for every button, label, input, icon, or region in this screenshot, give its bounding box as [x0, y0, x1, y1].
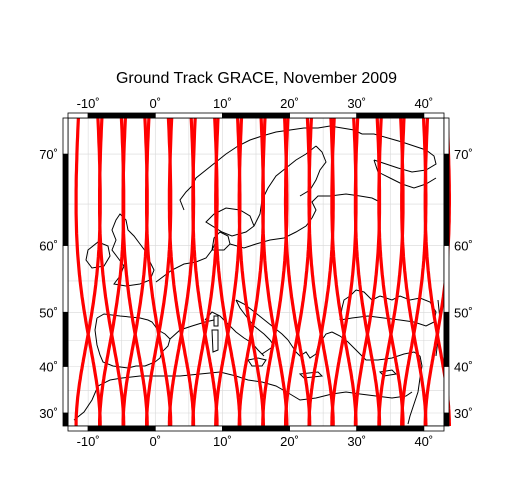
coastline-iberia-north: [96, 313, 159, 331]
ground-track-pass: [400, 117, 428, 426]
ground-track-pass: [353, 117, 382, 426]
lon-tick-label-bottom: 20˚: [280, 434, 299, 449]
ground-track-pass: [145, 117, 173, 426]
coastline-balkans-adriatic: [235, 299, 289, 341]
ground-track-pass: [191, 117, 219, 427]
coastline-baltic-south: [229, 217, 313, 249]
frame-bar-right: [443, 412, 450, 427]
lat-tick-label-left: 30˚: [39, 406, 58, 421]
ground-track-pass: [283, 117, 312, 426]
coastline-kola: [362, 133, 437, 173]
coastline-sweden-south: [205, 207, 255, 237]
coastline-baltic-east: [311, 193, 381, 219]
frame-bar-top: [423, 112, 445, 119]
ground-track-pass: [377, 117, 405, 426]
ground-track-pass: [121, 117, 149, 426]
frame-bar-left: [62, 245, 69, 313]
coastline-sweden-east: [253, 145, 317, 227]
frame-bar-right: [443, 365, 450, 414]
map-frame: [62, 112, 450, 432]
lat-tick-label-left: 60˚: [39, 238, 58, 253]
frame-bar-right: [443, 117, 450, 155]
map-title: Ground Track GRACE, November 2009: [115, 70, 397, 87]
coastline-crete: [298, 371, 324, 379]
lon-tick-label-top: 40˚: [414, 96, 433, 111]
lon-tick-label-top: 20˚: [280, 96, 299, 111]
ground-track-pass: [214, 117, 242, 426]
frame-bar-bottom: [154, 425, 223, 432]
frame-bar-right: [443, 153, 450, 246]
lat-tick-label-right: 30˚: [454, 406, 473, 421]
coastline-italy-west: [204, 311, 265, 357]
frame-bar-left: [62, 365, 69, 414]
lon-tick-label-bottom: 30˚: [347, 434, 366, 449]
lat-tick-label-left: 70˚: [39, 147, 58, 162]
lon-tick-label-top: 30˚: [347, 96, 366, 111]
frame-bar-bottom: [67, 425, 89, 432]
tick-labels: -10˚ -10˚ 0˚ 0˚ 10˚ 10˚ 20˚ 20˚ 30˚ 30˚ 40˚ 40˚ 30˚ 3…: [39, 96, 473, 449]
frame-bar-top: [87, 112, 156, 119]
lat-tick-label-right: 50˚: [454, 305, 473, 320]
coastline-north-africa: [73, 371, 413, 421]
ground-track-pass: [97, 117, 126, 426]
coastline-levant: [407, 355, 423, 425]
frame-bar-bottom: [356, 425, 425, 432]
ground-track-pass: [330, 117, 358, 426]
lon-tick-label-bottom: 10˚: [213, 434, 232, 449]
frame-bar-bottom: [423, 425, 445, 432]
coastline-gulf-finland: [299, 145, 327, 197]
frame-bar-bottom: [289, 425, 358, 432]
ground-track-pass: [237, 117, 265, 426]
frame-bar-right: [443, 311, 450, 367]
ground-tracks: [74, 117, 451, 427]
coastline-denmark: [211, 231, 231, 251]
lat-tick-label-left: 50˚: [39, 305, 58, 320]
frame-bar-right: [443, 245, 450, 313]
ground-track-pass: [307, 117, 335, 426]
frame-bar-bottom: [222, 425, 290, 432]
coastline-sardinia: [211, 329, 219, 353]
lon-tick-label-bottom: 40˚: [414, 434, 433, 449]
coastline: [73, 125, 441, 425]
lon-tick-label-top: -10˚: [77, 96, 100, 111]
coastline-iberia-west: [94, 317, 151, 369]
frame-bar-top: [289, 112, 358, 119]
coastline-corsica: [213, 315, 219, 327]
ground-track-pass: [74, 117, 102, 426]
frame-bar-top: [154, 112, 223, 119]
lat-tick-label-right: 70˚: [454, 147, 473, 162]
coastline-italy-east: [235, 299, 275, 355]
coastline-great-britain: [111, 213, 155, 287]
frame-bar-left: [62, 153, 69, 246]
lat-tick-label-left: 40˚: [39, 359, 58, 374]
ground-track-pass: [261, 117, 289, 426]
frame-bar-left: [62, 117, 69, 155]
lon-tick-label-bottom: -10˚: [77, 434, 100, 449]
frame-bar-top: [222, 112, 290, 119]
frame-bar-left: [62, 311, 69, 367]
ground-track-pass: [167, 117, 196, 427]
lon-tick-label-top: 0˚: [150, 96, 162, 111]
lon-tick-label-top: 10˚: [213, 96, 232, 111]
lat-tick-label-right: 40˚: [454, 359, 473, 374]
frame-bar-top: [356, 112, 425, 119]
frame-bar-top: [67, 112, 89, 119]
frame-bar-bottom: [87, 425, 156, 432]
lon-tick-label-bottom: 0˚: [150, 434, 162, 449]
lat-tick-label-right: 60˚: [454, 238, 473, 253]
coastline-spain-east: [149, 329, 171, 365]
frame-bar-left: [62, 412, 69, 427]
coastline-north-sea: [155, 241, 217, 283]
